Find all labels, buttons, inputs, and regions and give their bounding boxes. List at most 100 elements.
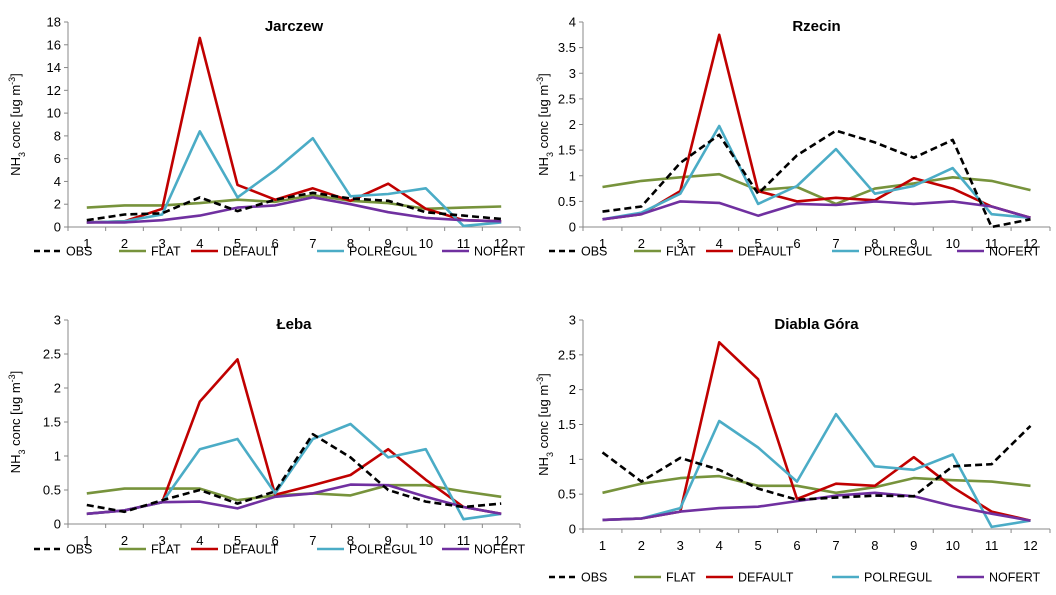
y-tick-label: 1.5 (558, 143, 576, 158)
x-tick-label: 3 (159, 236, 166, 251)
y-tick-label: 12 (47, 83, 61, 98)
x-tick-label: 9 (385, 533, 392, 548)
x-tick-label: 1 (83, 533, 90, 548)
y-tick-label: 16 (47, 37, 61, 52)
series-line-default (86, 358, 502, 516)
y-axis-label: NH3 conc [ug m-3] (535, 373, 555, 476)
legend-label-default: DEFAULT (738, 571, 794, 585)
legend-label-polregul: POLREGUL (349, 543, 417, 557)
legend-label-obs: OBS (581, 571, 607, 585)
x-tick-label: 2 (638, 538, 645, 553)
x-tick-label: 11 (985, 538, 999, 553)
y-axis-label-superscript: -3 (535, 377, 545, 385)
x-tick-label: 8 (347, 533, 354, 548)
y-tick-label: 1 (569, 168, 576, 183)
y-tick-label: 18 (47, 15, 61, 30)
chart-title: Rzecin (792, 18, 840, 35)
y-axis-label-subscript: 3 (17, 450, 27, 455)
series-line-nofert (86, 483, 502, 516)
legend: OBS FLAT DEFAULT POLREGUL NOFERT (549, 245, 1041, 259)
legend-label-nofert: NOFERT (474, 245, 526, 259)
x-tick-label: 5 (234, 533, 241, 548)
series-line-default (602, 340, 1031, 522)
y-tick-label: 0 (569, 220, 576, 235)
series-line-nofert (602, 491, 1031, 522)
legend-label-nofert: NOFERT (989, 571, 1041, 585)
x-tick-label: 11 (457, 533, 471, 548)
x-tick-label: 7 (832, 236, 839, 251)
y-tick-label: 3.5 (558, 40, 576, 55)
x-tick-label: 4 (716, 236, 723, 251)
y-tick-label: 0.5 (558, 194, 576, 209)
x-tick-label: 4 (716, 538, 723, 553)
legend-label-flat: FLAT (151, 543, 181, 557)
legend-label-nofert: NOFERT (474, 543, 526, 557)
y-axis-label: NH3 conc [ug m-3] (535, 73, 555, 176)
x-tick-label: 8 (347, 236, 354, 251)
y-tick-label: 2 (54, 381, 61, 396)
y-axis-label: NH3 conc [ug m-3] (7, 371, 27, 474)
y-axis-label-prefix: NH (536, 457, 551, 476)
y-tick-label: 2.5 (43, 347, 61, 362)
y-axis-label-close: ] (8, 371, 23, 375)
series-line-default (602, 33, 1031, 221)
y-tick-label: 14 (47, 60, 61, 75)
legend-label-default: DEFAULT (223, 245, 279, 259)
x-tick-label: 11 (457, 236, 471, 251)
x-tick-label: 10 (945, 538, 959, 553)
y-tick-label: 1 (54, 449, 61, 464)
y-tick-label: 1.5 (43, 415, 61, 430)
legend: OBS FLAT DEFAULT POLREGUL NOFERT (549, 571, 1041, 585)
y-axis-label: NH3 conc [ug m-3] (7, 73, 27, 176)
x-tick-label: 2 (121, 236, 128, 251)
y-tick-label: 8 (54, 128, 61, 143)
x-tick-label: 7 (309, 533, 316, 548)
x-tick-label: 7 (309, 236, 316, 251)
x-tick-label: 2 (121, 533, 128, 548)
legend-label-flat: FLAT (666, 571, 696, 585)
y-axis-label-subscript: 3 (545, 452, 555, 457)
x-tick-label: 5 (755, 538, 762, 553)
y-tick-label: 10 (47, 106, 61, 121)
x-tick-label: 9 (385, 236, 392, 251)
y-axis-label-subscript: 3 (545, 152, 555, 157)
y-tick-label: 2.5 (558, 91, 576, 106)
x-tick-label: 9 (910, 236, 917, 251)
chart-panel-2: 00.511.522.533.541 2 3 4 5 6 7 8 9 10 11 12RzecinNH… (535, 15, 1051, 259)
y-tick-label: 0 (54, 517, 61, 532)
y-tick-label: 0 (54, 220, 61, 235)
series-line-obs (601, 424, 1032, 502)
y-axis-label-prefix: NH (536, 157, 551, 176)
x-tick-label: 9 (910, 538, 917, 553)
series-line-polregul (602, 124, 1031, 221)
x-tick-label: 2 (638, 236, 645, 251)
x-tick-label: 6 (272, 533, 279, 548)
x-tick-label: 3 (677, 538, 684, 553)
legend-label-obs: OBS (66, 245, 92, 259)
series-line-nofert (602, 200, 1031, 221)
series-line-obs (86, 432, 502, 514)
series-line-obs (86, 191, 502, 222)
series-line-default (86, 36, 502, 224)
x-tick-label: 12 (1023, 538, 1037, 553)
y-axis-label-superscript: -3 (535, 77, 545, 85)
x-tick-label: 8 (871, 236, 878, 251)
x-tick-label: 12 (494, 236, 508, 251)
y-tick-label: 1.5 (558, 417, 576, 432)
series-line-flat (602, 474, 1031, 495)
y-axis-label-superscript: -3 (7, 77, 17, 85)
y-tick-label: 3 (569, 313, 576, 328)
x-tick-label: 6 (793, 538, 800, 553)
x-tick-label: 1 (599, 538, 606, 553)
y-tick-label: 0.5 (43, 483, 61, 498)
y-tick-label: 2 (569, 382, 576, 397)
chart-title: Jarczew (265, 18, 324, 35)
y-axis-label-text: conc [ug m (8, 85, 23, 152)
y-axis-label-text: conc [ug m (536, 385, 551, 452)
y-tick-label: 4 (569, 15, 576, 30)
legend-label-polregul: POLREGUL (864, 245, 932, 259)
y-axis-label-close: ] (536, 73, 551, 77)
y-tick-label: 1 (569, 452, 576, 467)
